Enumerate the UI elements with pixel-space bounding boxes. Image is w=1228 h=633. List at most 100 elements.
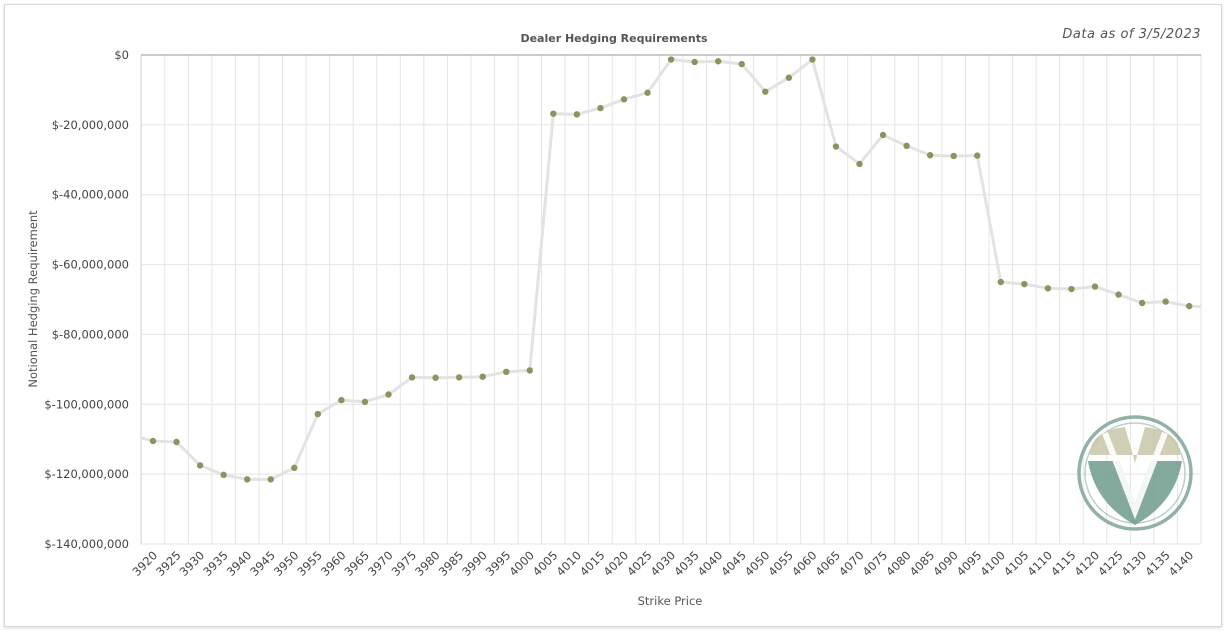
data-point [526,367,533,374]
x-tick-label: 3955 [294,548,325,579]
data-point [691,58,698,66]
x-tick-label: 4000 [506,548,537,579]
x-tick-label: 3945 [247,548,278,579]
data-point [620,96,628,103]
y-tick-label: $-100,000,000 [44,397,129,411]
data-point [361,398,369,406]
x-tick-label: 4085 [907,548,938,579]
x-tick-label: 3960 [318,548,349,579]
x-tick-label: 3950 [271,548,302,579]
x-tick-label: 4115 [1048,548,1079,579]
data-point [149,437,157,445]
x-tick-label: 3930 [177,548,208,579]
y-axis-label: Notional Hedging Requirement [26,210,40,388]
data-point [196,462,204,469]
x-tick-label: 4035 [671,548,702,579]
data-point [785,74,793,81]
chart-title: Dealer Hedging Requirements [520,32,708,45]
y-tick-label: $-140,000,000 [44,537,129,551]
data-point [338,396,345,404]
data-point [1021,280,1028,288]
x-tick-label: 4105 [1001,548,1032,579]
data-point [1044,285,1052,292]
x-tick-label: 4080 [883,548,914,579]
data-point [432,374,439,381]
data-point [597,104,604,112]
as-of-date: Data as of 3/5/2023 [1062,27,1201,42]
x-tick-label: 3990 [459,548,490,579]
x-tick-label: 3970 [365,548,396,579]
data-point [173,438,180,446]
data-point [1091,283,1099,290]
x-axis-ticks: 3920392539303935394039453950395539603965… [130,548,1197,579]
x-tick-label: 4015 [577,548,608,579]
x-tick-label: 3940 [224,548,255,579]
data-point [408,374,416,381]
x-tick-label: 4065 [812,548,843,579]
data-point [573,111,581,118]
data-point [879,131,887,139]
data-point [832,143,840,150]
v-shield-logo-icon [1077,415,1193,531]
x-tick-label: 4025 [624,548,655,579]
data-point [220,471,227,479]
y-tick-label: $-40,000,000 [52,188,129,202]
x-tick-label: 4010 [553,548,584,579]
data-point [856,160,863,168]
x-tick-label: 3975 [389,548,420,579]
x-tick-label: 4055 [765,548,796,579]
x-tick-label: 3980 [412,548,443,579]
data-point [974,152,981,159]
x-tick-label: 3995 [483,548,514,579]
x-tick-label: 4100 [977,548,1008,579]
data-point [244,476,251,483]
x-tick-label: 4020 [601,548,632,579]
data-point [926,152,934,159]
x-tick-label: 3985 [436,548,467,579]
y-tick-label: $-120,000,000 [44,467,129,481]
y-axis-ticks: $0 $-20,000,000 $-40,000,000 $-60,000,000 $-… [44,48,129,551]
x-tick-label: 4030 [648,548,679,579]
x-tick-label: 4060 [789,548,820,579]
data-point [667,56,675,63]
data-point [479,373,486,380]
x-tick-label: 4140 [1166,548,1197,579]
data-point [1115,291,1122,298]
data-point [455,374,463,381]
x-tick-label: 4120 [1072,548,1103,579]
x-tick-label: 4005 [530,548,561,579]
x-tick-label: 4075 [860,548,891,579]
data-point [1068,285,1075,293]
data-point [550,110,557,117]
data-point [291,464,298,472]
x-tick-label: 4135 [1142,548,1173,579]
x-tick-label: 4070 [836,548,867,579]
data-point [950,152,957,160]
data-point [762,88,769,95]
y-tick-label: $-60,000,000 [52,258,129,272]
data-point [1162,298,1169,305]
data-point [738,60,745,68]
x-axis-label: Strike Price [638,594,703,608]
y-tick-label: $-80,000,000 [52,327,129,341]
series-line [140,58,1202,481]
x-tick-label: 4125 [1095,548,1126,579]
data-point [715,58,722,65]
data-point [903,142,910,150]
data-point [385,391,392,398]
series-points [149,56,1193,483]
data-point [267,476,274,483]
data-point [314,410,322,418]
chart-frame: Data as of 3/5/2023 [4,4,1222,627]
data-point [644,89,651,96]
x-tick-label: 3965 [341,548,372,579]
y-tick-label: $0 [114,48,129,62]
x-tick-label: 4090 [930,548,961,579]
x-tick-label: 3925 [153,548,184,579]
x-tick-label: 4045 [718,548,749,579]
x-tick-label: 3935 [200,548,231,579]
data-point [1186,302,1193,310]
data-point [997,278,1004,286]
x-tick-label: 4040 [695,548,726,579]
